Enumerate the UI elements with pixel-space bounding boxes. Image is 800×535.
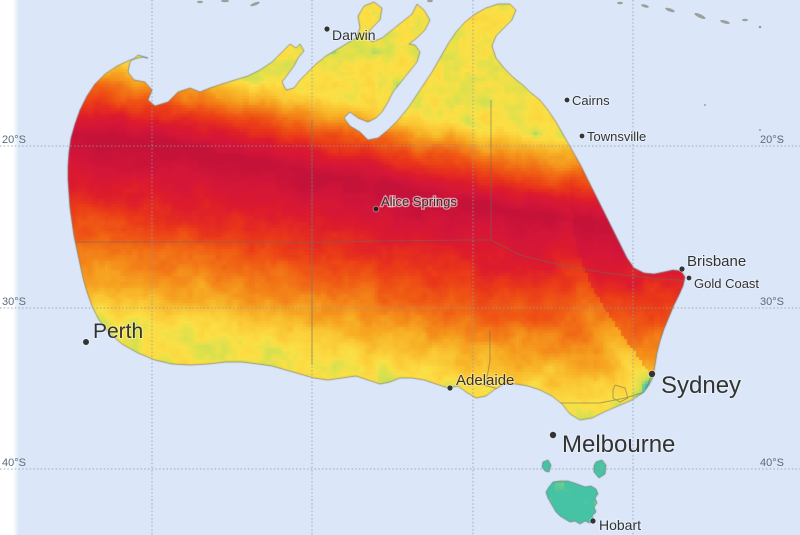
svg-text:Adelaide: Adelaide [456, 372, 514, 389]
svg-text:30°S: 30°S [760, 296, 784, 308]
svg-text:Melbourne: Melbourne [562, 431, 675, 458]
svg-text:Perth: Perth [93, 320, 143, 343]
svg-text:Brisbane: Brisbane [687, 253, 746, 270]
svg-text:40°S: 40°S [2, 457, 26, 469]
svg-text:Townsville: Townsville [587, 129, 646, 144]
svg-text:Cairns: Cairns [572, 93, 610, 108]
svg-text:30°S: 30°S [2, 296, 26, 308]
svg-text:Alice Springs: Alice Springs [381, 194, 457, 209]
svg-text:20°S: 20°S [2, 134, 26, 146]
svg-text:Darwin: Darwin [332, 27, 376, 43]
svg-text:Hobart: Hobart [599, 517, 641, 533]
svg-text:Gold Coast: Gold Coast [694, 276, 759, 291]
svg-text:Sydney: Sydney [661, 372, 741, 399]
svg-text:40°S: 40°S [760, 457, 784, 469]
